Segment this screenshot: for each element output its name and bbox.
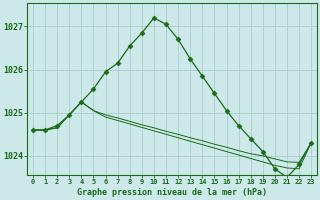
X-axis label: Graphe pression niveau de la mer (hPa): Graphe pression niveau de la mer (hPa): [77, 188, 267, 197]
